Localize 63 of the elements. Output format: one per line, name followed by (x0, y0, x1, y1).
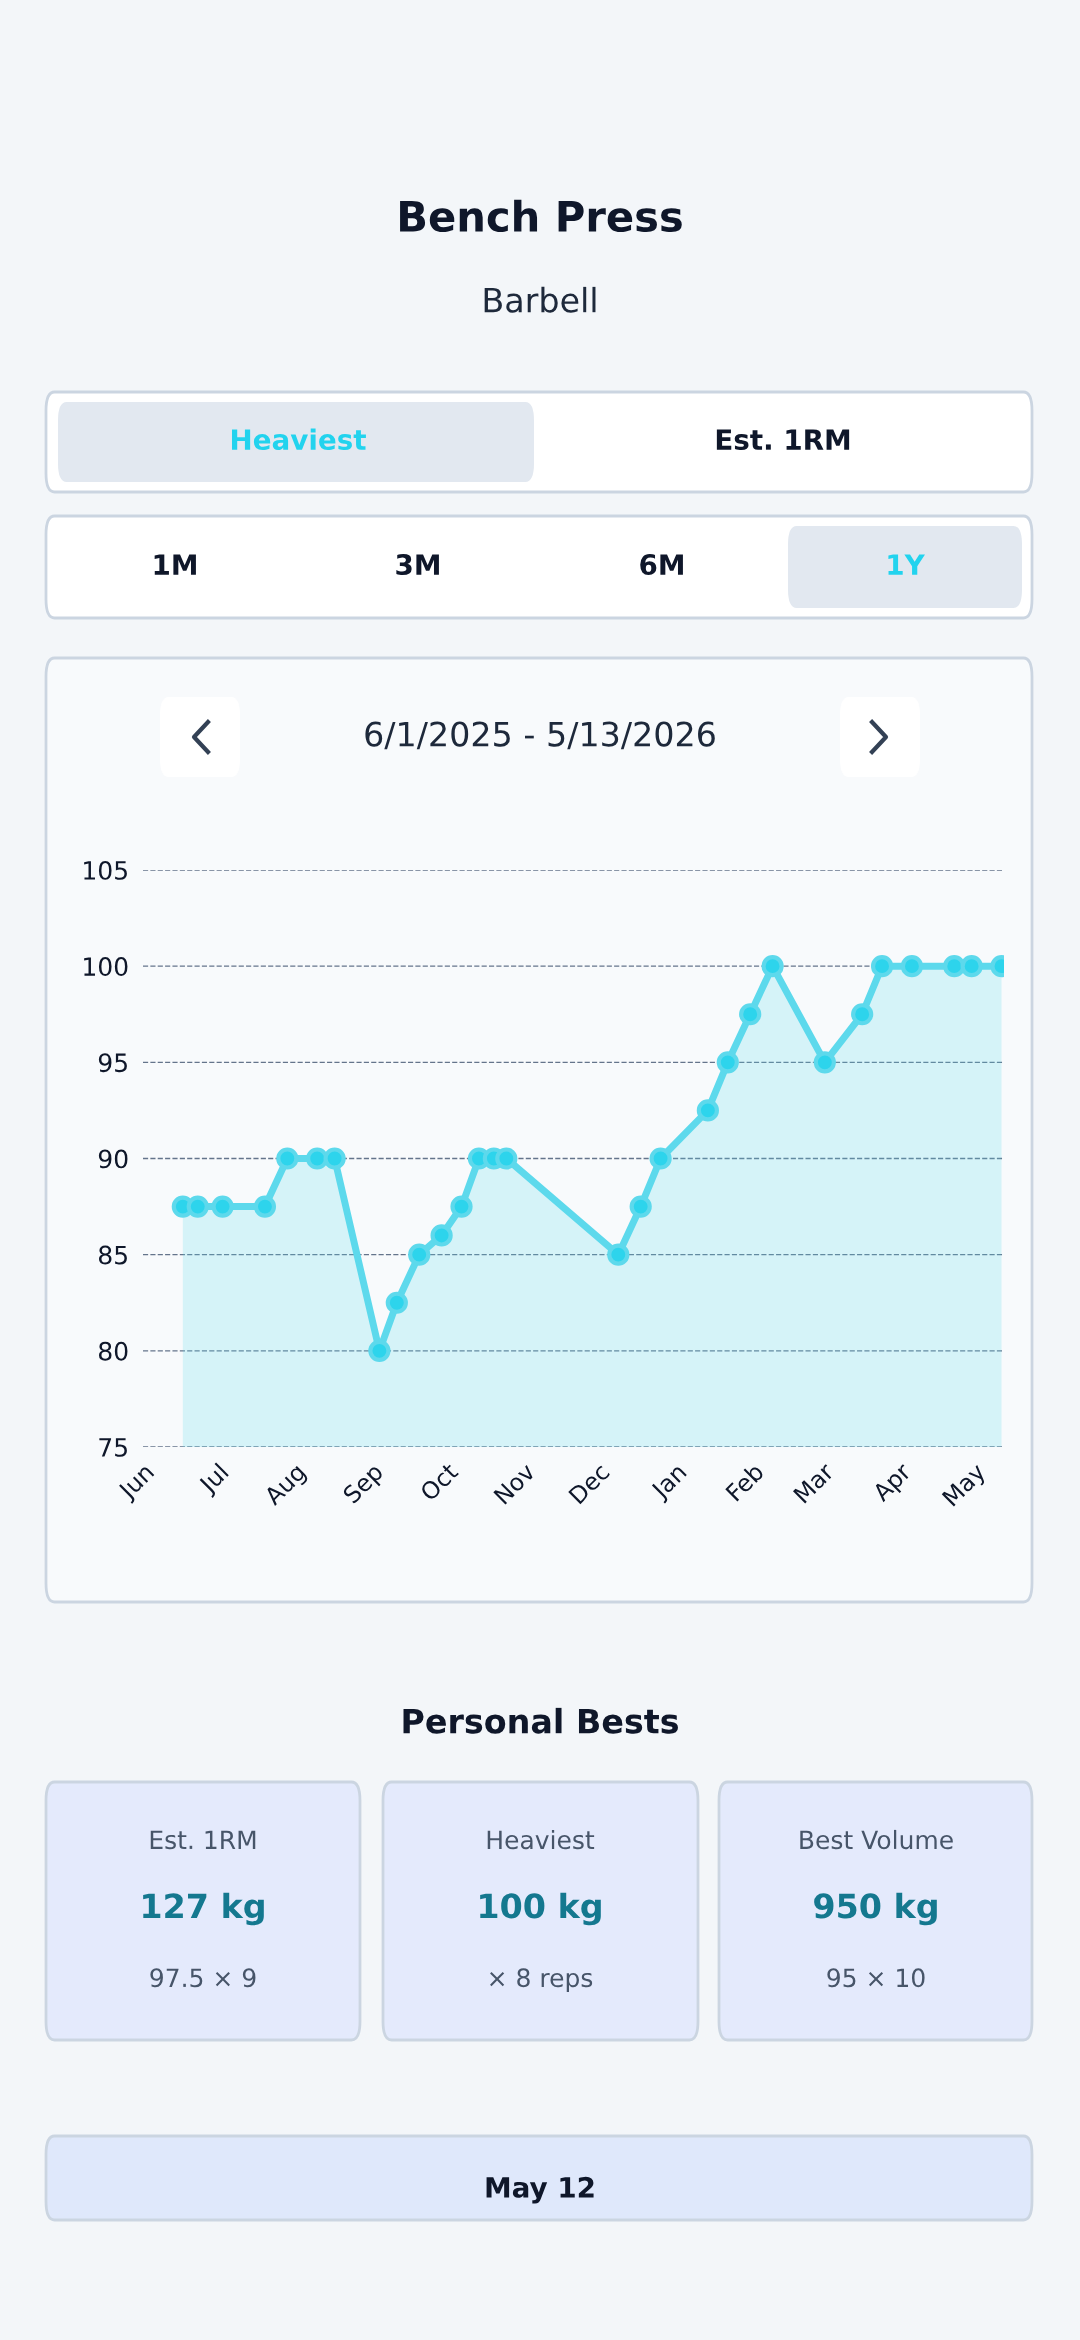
point (186, 1195, 209, 1218)
point (629, 1195, 652, 1218)
point (408, 1243, 431, 1266)
point (495, 1147, 518, 1170)
y-tick-label: 75 (99, 1438, 127, 1457)
x-tick-label: Mar (793, 1461, 836, 1504)
text: 6/1/2025 - 5/13/2026 (365, 721, 715, 750)
text: 95 × 10 (827, 1968, 925, 1988)
x-tick-label: Jun (116, 1462, 158, 1504)
point (900, 955, 924, 978)
y-tick-label: 105 (84, 860, 127, 880)
y-tick-label: 85 (98, 1245, 127, 1265)
x-tick-label: Dec (568, 1462, 611, 1505)
point (430, 1224, 453, 1247)
point (943, 955, 966, 978)
text: 950 kg (814, 1892, 937, 1926)
point (450, 1195, 473, 1218)
x-tick-label: Feb (724, 1461, 765, 1502)
point (696, 1099, 719, 1122)
point (761, 955, 784, 978)
point (960, 955, 983, 978)
point (813, 1051, 836, 1074)
y-tick-label: 100 (84, 957, 128, 977)
point (306, 1147, 329, 1170)
text: 1M (154, 554, 196, 575)
text: Est. 1RM (716, 429, 850, 451)
text: Personal Bests (403, 1707, 678, 1734)
x-tick-label: Jul (196, 1462, 233, 1498)
point (649, 1147, 672, 1170)
text: 1Y (888, 554, 925, 575)
text: Heaviest (232, 428, 366, 451)
text: 127 kg (143, 1892, 264, 1926)
chart-title: Bench Press (400, 199, 682, 233)
text: Est. 1RM (150, 1830, 256, 1850)
x-tick-label: Aug (262, 1462, 310, 1510)
text: May 12 (486, 2176, 594, 2204)
x-tick-label: Oct (418, 1461, 460, 1502)
y-tick-label: 95 (98, 1053, 127, 1073)
point (851, 1003, 874, 1026)
x-tick-label: Sep (341, 1462, 388, 1508)
point (870, 955, 894, 978)
text: 100 kg (480, 1892, 601, 1926)
text: 3M (396, 554, 439, 576)
x-tick-label: Jan (649, 1462, 691, 1504)
point (607, 1243, 630, 1266)
text: 97.5 × 9 (150, 1968, 256, 1988)
text: × 8 reps (490, 1968, 593, 1993)
chart-subtitle: Barbell (484, 286, 596, 313)
text: Heaviest (487, 1829, 595, 1850)
x-tick-label: Apr (871, 1461, 916, 1506)
point (276, 1147, 299, 1170)
point (253, 1195, 277, 1218)
text: 6M (640, 554, 683, 576)
point (385, 1291, 408, 1314)
text: Best Volume (800, 1829, 953, 1850)
y-tick-label: 90 (98, 1149, 128, 1169)
point (716, 1051, 739, 1074)
point (323, 1147, 346, 1170)
x-tick-label: Nov (493, 1461, 537, 1505)
y-tick-label: 80 (98, 1341, 128, 1361)
point (739, 1003, 762, 1026)
point (211, 1195, 234, 1218)
point (368, 1339, 391, 1362)
